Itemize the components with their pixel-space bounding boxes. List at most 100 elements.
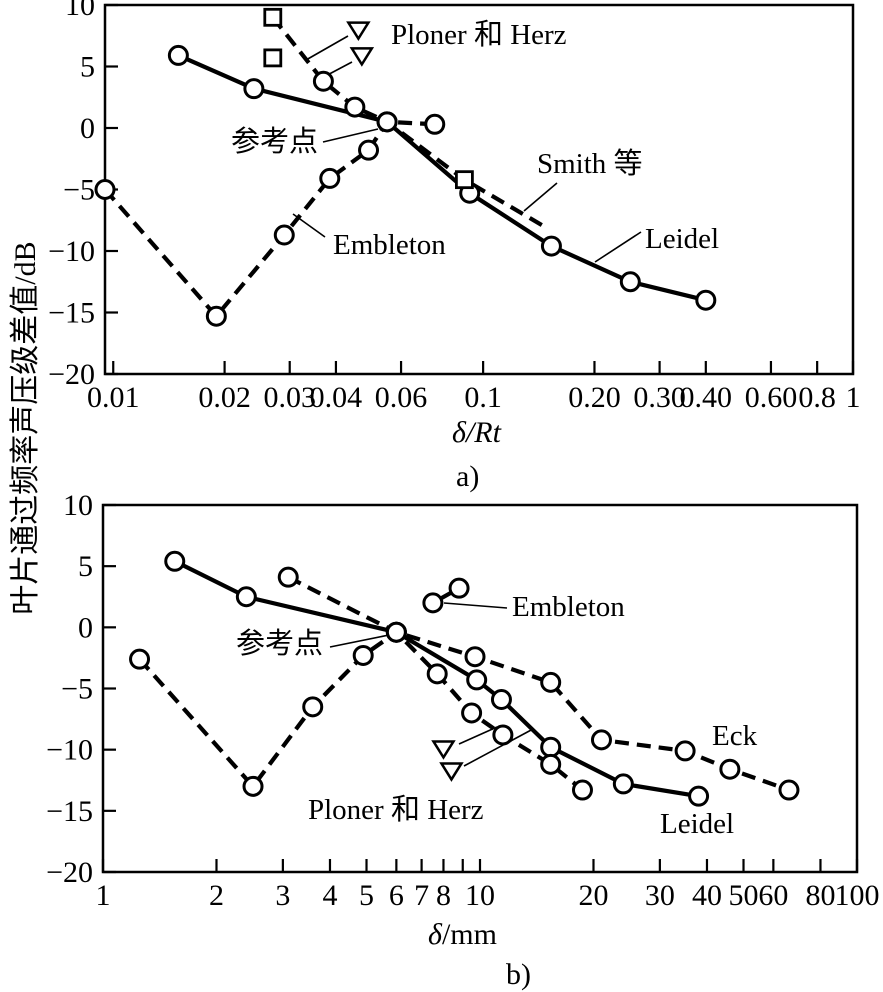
x-tick-label: 100 bbox=[835, 879, 880, 912]
circle-marker bbox=[466, 669, 488, 691]
series-markers-ploner-herz-smith- bbox=[263, 7, 474, 190]
x-tick-label: 0.03 bbox=[263, 381, 316, 414]
subplot-caption-a: a) bbox=[456, 460, 480, 493]
subplot-caption-b: b) bbox=[506, 958, 531, 991]
circle-marker bbox=[695, 289, 717, 311]
curve-label-smith-a: Smith 等 bbox=[537, 148, 643, 180]
y-tick-label: 10 bbox=[65, 0, 95, 22]
callout-line bbox=[292, 213, 326, 238]
x-tick-label: 3 bbox=[275, 879, 290, 912]
y-tick-label: 10 bbox=[63, 489, 93, 522]
x-tick-label: 0.20 bbox=[568, 381, 621, 414]
circle-marker bbox=[688, 785, 710, 807]
x-tick-label: 0.06 bbox=[375, 381, 428, 414]
y-tick-label: 0 bbox=[78, 611, 93, 644]
square-marker bbox=[263, 48, 283, 68]
circle-marker bbox=[94, 179, 116, 200]
y-tick-label: 5 bbox=[80, 51, 95, 84]
circle-marker bbox=[273, 224, 295, 246]
circle-marker bbox=[719, 758, 741, 780]
x-axis-label-b-symbol: δ bbox=[428, 918, 442, 951]
circle-marker bbox=[302, 696, 324, 718]
y-axis-label: 叶片通过频率声压级差值/dB bbox=[9, 241, 42, 615]
callout-line bbox=[322, 128, 379, 143]
callout-line bbox=[523, 182, 558, 212]
x-tick-label: 0.40 bbox=[680, 381, 733, 414]
x-tick-label: 0.60 bbox=[745, 381, 798, 414]
circle-marker bbox=[571, 779, 593, 801]
circle-marker bbox=[490, 689, 512, 711]
triangle-marker bbox=[439, 762, 464, 782]
callout-line bbox=[305, 35, 349, 61]
reference-point-label-a: 参考点 bbox=[231, 126, 319, 158]
circle-marker bbox=[129, 648, 151, 670]
x-axis-a: 0.01 0.02 0.030.04 0.06 0.1 0.20 0.300.40 0.60 0… bbox=[87, 361, 861, 414]
y-tick-label: −20 bbox=[46, 856, 93, 889]
circle-marker bbox=[242, 775, 264, 797]
circle-marker bbox=[376, 111, 398, 133]
y-tick-label: −10 bbox=[46, 734, 93, 767]
x-axis-label-b-unit: /mm bbox=[441, 918, 497, 951]
circle-marker bbox=[344, 96, 366, 118]
x-tick-label: 60 bbox=[758, 879, 788, 912]
curve-label-ploner-herz-a: Ploner 和 Herz bbox=[391, 19, 567, 51]
x-tick-label: 1 bbox=[846, 381, 861, 414]
x-tick-label: 50 bbox=[729, 879, 759, 912]
circle-marker bbox=[235, 586, 257, 608]
circle-marker bbox=[540, 753, 562, 775]
curve-label-embleton-b: Embleton bbox=[512, 591, 625, 623]
x-axis-label-b: δ/mm bbox=[428, 918, 497, 951]
callout-line bbox=[458, 726, 498, 745]
series-line-leidel bbox=[173, 559, 699, 799]
callout-line bbox=[443, 602, 508, 609]
callout-line bbox=[594, 231, 642, 263]
y-tick-label: −5 bbox=[61, 673, 93, 706]
circle-marker bbox=[461, 702, 483, 724]
x-tick-label: 4 bbox=[322, 879, 337, 912]
series-markers-ploner-herz bbox=[129, 621, 593, 801]
series-markers-embleton bbox=[94, 111, 446, 327]
curve-label-leidel-a: Leidel bbox=[645, 223, 720, 255]
y-axis-b: 10 5 0 −5 −10 −15 −20 bbox=[46, 489, 116, 889]
circle-marker bbox=[205, 305, 227, 327]
square-marker bbox=[263, 7, 283, 27]
series-markers-embleton bbox=[422, 577, 470, 614]
x-tick-label: 0.1 bbox=[464, 381, 502, 414]
circle-marker bbox=[448, 577, 470, 599]
circle-marker bbox=[164, 550, 186, 572]
x-tick-label: 6 bbox=[389, 879, 404, 912]
triangle-marker bbox=[431, 740, 456, 760]
x-tick-label: 20 bbox=[578, 879, 608, 912]
x-tick-label: 10 bbox=[465, 879, 495, 912]
y-tick-label: −15 bbox=[46, 795, 93, 828]
x-tick-label: 0.04 bbox=[310, 381, 363, 414]
y-tick-label: −20 bbox=[48, 358, 95, 391]
circle-marker bbox=[540, 235, 562, 257]
circle-marker bbox=[426, 663, 448, 685]
callout-line bbox=[463, 728, 534, 767]
circle-marker bbox=[243, 78, 265, 100]
x-tick-label: 0.30 bbox=[633, 381, 686, 414]
circle-marker bbox=[358, 139, 380, 161]
circle-marker bbox=[540, 671, 562, 693]
y-tick-label: −5 bbox=[63, 174, 95, 207]
y-tick-label: 5 bbox=[78, 550, 93, 583]
x-axis-label-a: δ/Rt bbox=[452, 416, 501, 449]
circle-marker bbox=[674, 740, 696, 762]
x-tick-label: 0.8 bbox=[798, 381, 836, 414]
y-axis-a: 10 5 0 −5 −10 −15 −20 bbox=[48, 0, 118, 391]
circle-marker bbox=[422, 592, 444, 614]
circle-marker bbox=[492, 724, 514, 746]
x-tick-label: 30 bbox=[645, 879, 675, 912]
x-tick-label: 0.02 bbox=[198, 381, 251, 414]
circle-marker bbox=[540, 736, 562, 758]
circle-marker bbox=[277, 566, 299, 588]
circle-marker bbox=[319, 167, 341, 189]
triangle-marker bbox=[349, 47, 375, 67]
square-marker bbox=[455, 170, 474, 190]
reference-point-label-b: 参考点 bbox=[236, 628, 324, 660]
circle-marker bbox=[619, 271, 641, 293]
